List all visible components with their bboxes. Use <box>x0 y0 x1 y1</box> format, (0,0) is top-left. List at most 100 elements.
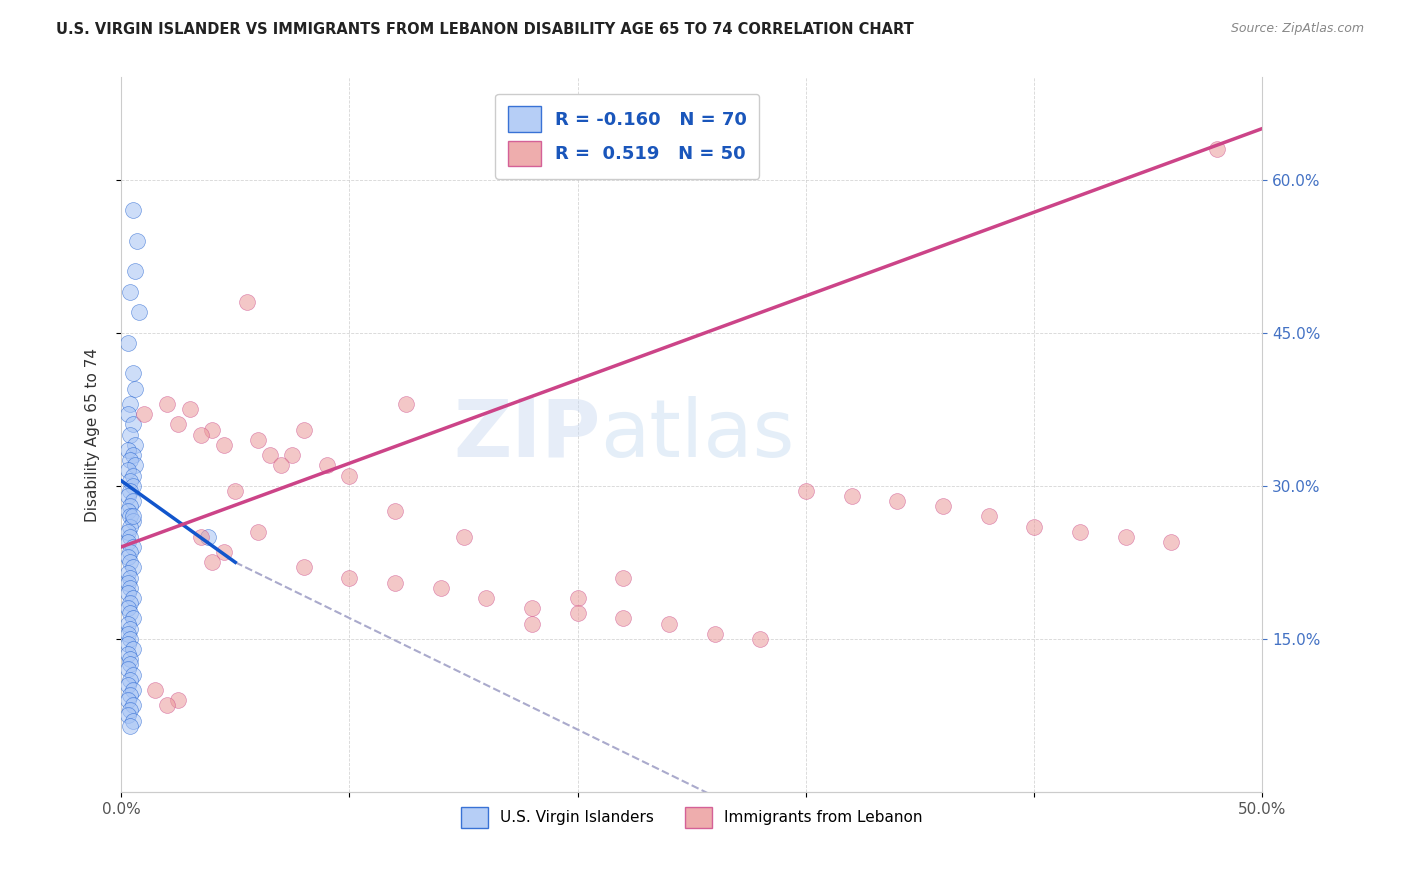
Point <box>224 483 246 498</box>
Point <box>145 682 167 697</box>
Point <box>120 622 142 636</box>
Point <box>117 550 139 565</box>
Point <box>117 534 139 549</box>
Point <box>120 607 142 621</box>
Point <box>794 483 817 498</box>
Point <box>612 611 634 625</box>
Point <box>520 616 543 631</box>
Point <box>128 305 150 319</box>
Point <box>292 560 315 574</box>
Point <box>190 530 212 544</box>
Point <box>612 571 634 585</box>
Point <box>121 417 143 432</box>
Point <box>567 607 589 621</box>
Point <box>475 591 498 605</box>
Point <box>259 448 281 462</box>
Point <box>384 504 406 518</box>
Point <box>120 474 142 488</box>
Point <box>120 673 142 687</box>
Point <box>167 417 190 432</box>
Point <box>121 509 143 524</box>
Point <box>121 591 143 605</box>
Point <box>1115 530 1137 544</box>
Point <box>124 458 146 473</box>
Point <box>117 575 139 590</box>
Point <box>520 601 543 615</box>
Point <box>120 397 142 411</box>
Point <box>121 642 143 657</box>
Point <box>841 489 863 503</box>
Point <box>117 663 139 677</box>
Point <box>270 458 292 473</box>
Point <box>117 586 139 600</box>
Point <box>120 453 142 467</box>
Point <box>120 545 142 559</box>
Point <box>117 504 139 518</box>
Point <box>749 632 772 646</box>
Point <box>121 479 143 493</box>
Point <box>120 499 142 513</box>
Point <box>117 407 139 421</box>
Point <box>117 463 139 477</box>
Point <box>886 494 908 508</box>
Point <box>339 571 361 585</box>
Point <box>932 499 955 513</box>
Point <box>121 682 143 697</box>
Point <box>120 571 142 585</box>
Point <box>121 698 143 713</box>
Point <box>120 427 142 442</box>
Point <box>315 458 337 473</box>
Point <box>1205 142 1227 156</box>
Point <box>197 530 219 544</box>
Point <box>977 509 1000 524</box>
Point <box>117 566 139 580</box>
Point <box>132 407 155 421</box>
Point <box>117 678 139 692</box>
Point <box>567 591 589 605</box>
Point <box>117 601 139 615</box>
Point <box>179 402 201 417</box>
Point <box>281 448 304 462</box>
Point <box>121 560 143 574</box>
Text: ZIP: ZIP <box>453 396 600 474</box>
Point <box>703 626 725 640</box>
Point <box>117 442 139 457</box>
Point <box>120 718 142 732</box>
Point <box>117 637 139 651</box>
Point <box>121 203 143 218</box>
Point <box>1024 519 1046 533</box>
Point <box>247 433 270 447</box>
Text: U.S. VIRGIN ISLANDER VS IMMIGRANTS FROM LEBANON DISABILITY AGE 65 TO 74 CORRELAT: U.S. VIRGIN ISLANDER VS IMMIGRANTS FROM … <box>56 22 914 37</box>
Point <box>395 397 418 411</box>
Point <box>124 264 146 278</box>
Point <box>1160 534 1182 549</box>
Point <box>124 438 146 452</box>
Text: Source: ZipAtlas.com: Source: ZipAtlas.com <box>1230 22 1364 36</box>
Point <box>121 367 143 381</box>
Point <box>120 596 142 610</box>
Point <box>120 509 142 524</box>
Point <box>117 708 139 723</box>
Point <box>121 540 143 554</box>
Point <box>429 581 451 595</box>
Point <box>235 295 257 310</box>
Point <box>120 555 142 569</box>
Point <box>453 530 475 544</box>
Point <box>339 468 361 483</box>
Point <box>124 382 146 396</box>
Text: atlas: atlas <box>600 396 794 474</box>
Point <box>658 616 681 631</box>
Point <box>247 524 270 539</box>
Point <box>117 626 139 640</box>
Point <box>117 524 139 539</box>
Point <box>121 515 143 529</box>
Point <box>121 468 143 483</box>
Point <box>120 483 142 498</box>
Point <box>121 611 143 625</box>
Point <box>120 530 142 544</box>
Point <box>121 714 143 728</box>
Point <box>384 575 406 590</box>
Y-axis label: Disability Age 65 to 74: Disability Age 65 to 74 <box>86 348 100 522</box>
Point <box>1069 524 1091 539</box>
Point <box>212 545 235 559</box>
